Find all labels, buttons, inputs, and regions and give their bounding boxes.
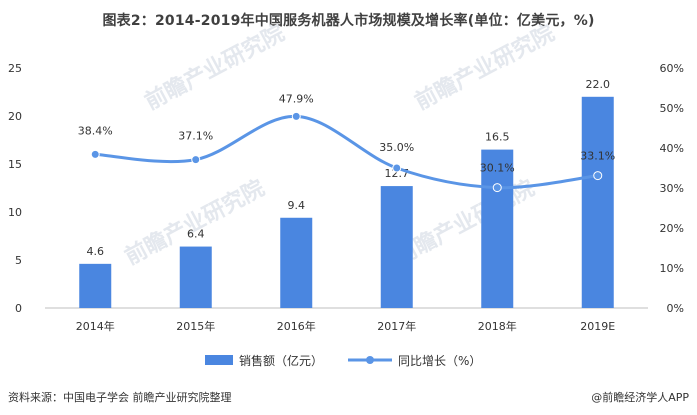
line-series: 38.4% 37.1% 47.9% 35.0% 30.1% 33.1% (78, 92, 615, 193)
watermark-text: 前瞻产业研究院 (411, 20, 559, 115)
left-axis-tick-label: 25 (8, 62, 22, 75)
x-axis-tick-label: 2018年 (478, 319, 517, 333)
line-value-label: 30.1% (480, 162, 515, 175)
bar (79, 263, 112, 308)
right-axis-tick-label: 30% (660, 182, 684, 195)
x-axis-tick-label: 2019E (580, 320, 615, 333)
right-axis-tick-label: 40% (660, 142, 684, 155)
x-axis-tick-label: 2014年 (76, 319, 115, 333)
right-axis-tick-label: 10% (660, 262, 684, 275)
bar-value-label: 4.6 (87, 245, 105, 258)
line-point (392, 163, 402, 173)
line-point (593, 171, 603, 181)
bar-value-label: 16.5 (485, 131, 510, 144)
bar-value-label: 22.0 (586, 78, 611, 91)
left-axis-tick-label: 20 (8, 110, 22, 123)
x-axis-tick-label: 2016年 (277, 319, 316, 333)
bar (380, 186, 413, 308)
bar (179, 246, 212, 308)
bar (581, 96, 614, 308)
bar-value-label: 6.4 (187, 228, 205, 241)
left-axis-tick-label: 0 (15, 302, 22, 315)
line-point (90, 149, 100, 159)
right-axis-tick-label: 0% (667, 302, 684, 315)
left-axis: 0 5 10 15 20 25 (8, 62, 22, 315)
source-note: 资料来源：中国电子学会 前瞻产业研究院整理 (8, 391, 232, 404)
right-axis-tick-label: 50% (660, 102, 684, 115)
line-point (291, 111, 301, 121)
line-value-label: 33.1% (580, 150, 615, 163)
legend-line-label: 同比增长（%） (398, 354, 481, 368)
x-axis-tick-label: 2015年 (176, 319, 215, 333)
credit-note: @前瞻经济学人APP (591, 391, 689, 404)
left-axis-tick-label: 15 (8, 158, 22, 171)
growth-line (95, 114, 598, 190)
line-value-label: 38.4% (78, 124, 113, 137)
line-point (492, 183, 502, 193)
bar-series: 4.66.49.412.716.522.0 (79, 78, 614, 308)
legend-bar-swatch (205, 355, 233, 365)
x-axis: 2014年 2015年 2016年 2017年 2018年 2019E (45, 307, 648, 333)
line-value-label: 37.1% (178, 130, 213, 143)
line-value-label: 47.9% (279, 92, 314, 105)
line-point (191, 155, 201, 165)
line-value-label: 35.0% (379, 141, 414, 154)
right-axis: 0% 10% 20% 30% 40% 50% 60% (660, 62, 684, 315)
watermark-text: 前瞻产业研究院 (391, 175, 539, 270)
bar (280, 217, 313, 308)
chart-title: 图表2：2014-2019年中国服务机器人市场规模及增长率(单位：亿美元，%) (102, 13, 595, 29)
right-axis-tick-label: 60% (660, 62, 684, 75)
watermark-text: 前瞻产业研究院 (141, 20, 289, 115)
legend: 销售额（亿元） 同比增长（%） (205, 353, 481, 368)
bar-value-label: 9.4 (288, 199, 306, 212)
left-axis-tick-label: 10 (8, 206, 22, 219)
legend-line-marker (366, 356, 374, 364)
bar (481, 149, 514, 308)
right-axis-tick-label: 20% (660, 222, 684, 235)
legend-bar-label: 销售额（亿元） (239, 353, 323, 368)
x-axis-tick-label: 2017年 (377, 319, 416, 333)
left-axis-tick-label: 5 (15, 254, 22, 267)
